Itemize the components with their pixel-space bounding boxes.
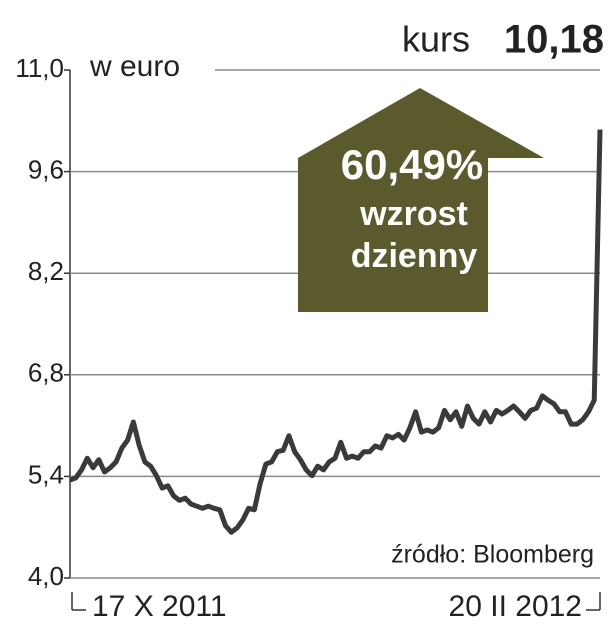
chart-title: kurs	[402, 19, 470, 60]
line	[69, 129, 603, 535]
annotation-text: wzrost	[359, 195, 468, 233]
y-tick-label: 11,0	[15, 53, 64, 83]
y-tick-label: 9,6	[28, 154, 64, 184]
annotation-text: dzienny	[351, 237, 478, 275]
source: źródło: Bloomberg	[391, 541, 594, 569]
headline-value: 10,18	[504, 18, 604, 62]
arrow	[298, 88, 544, 312]
y-tick-label: 5,4	[28, 459, 64, 489]
x-tick-label: 17 X 2011	[92, 590, 227, 623]
y-tick-label: 4,0	[28, 561, 64, 591]
y-tick-label: 8,2	[28, 256, 64, 286]
annotation-value: 60,49%	[341, 141, 483, 188]
y-axis-label: w euro	[89, 50, 180, 83]
y-tick-label: 6,8	[28, 358, 64, 388]
x-tick-label: 20 II 2012	[449, 590, 582, 623]
